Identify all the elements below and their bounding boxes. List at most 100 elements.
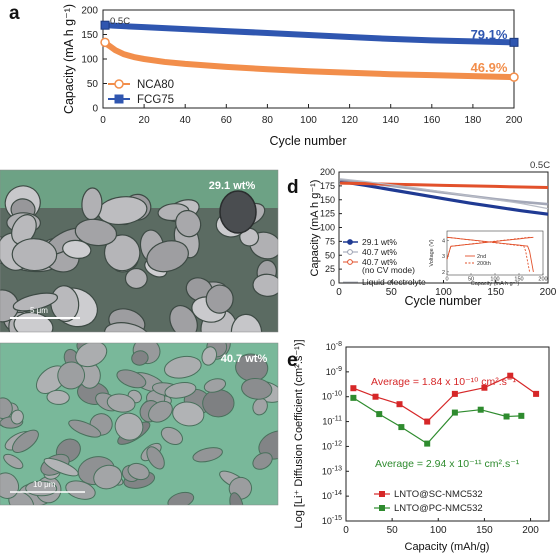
chart-d-series xyxy=(339,178,549,216)
sem-image-c: 40.7 wt% 10 μm xyxy=(0,342,279,506)
sem-c-particle xyxy=(192,447,223,463)
chart-e-line-0 xyxy=(353,375,537,423)
chart-a-series xyxy=(100,20,519,82)
chart-a-xlabel: Cycle number xyxy=(269,134,346,148)
chart-d-inset-ytick-label: 4 xyxy=(442,238,445,244)
chart-e-point-1 xyxy=(503,413,510,420)
sem-b-particle xyxy=(0,289,20,323)
sem-c-scale-label: 10 μm xyxy=(33,480,56,489)
sem-b-particle xyxy=(74,218,118,247)
sem-b-particle xyxy=(252,273,278,297)
sem-c-particle xyxy=(131,350,149,366)
chart-d-legend-3: Liquid electrolyte xyxy=(362,277,426,287)
chart-e-point-0 xyxy=(396,401,403,408)
chart-d-ytick-label: 25 xyxy=(325,264,335,274)
chart-a-point-nca80 xyxy=(509,72,519,82)
chart-e-legend-marker-pc xyxy=(379,505,385,511)
chart-a-xtick-label: 140 xyxy=(382,115,399,126)
sem-c-particle xyxy=(172,401,205,427)
chart-a-retention-fcg75: 79.1% xyxy=(471,27,508,42)
chart-a-xtick-label: 80 xyxy=(262,115,274,126)
chart-a-xtick-label: 60 xyxy=(221,115,233,126)
chart-d-inset-xlabel: Capacity (mA h g⁻¹) xyxy=(471,281,520,287)
chart-d-legend-2-sub: (no CV mode) xyxy=(362,265,415,275)
chart-e-point-1 xyxy=(424,440,431,447)
sem-c-label: 40.7 wt% xyxy=(221,353,268,365)
sem-b-scale-label: 5 μm xyxy=(30,306,48,315)
sem-c-particle xyxy=(43,457,79,477)
sem-c-particle xyxy=(252,452,273,470)
chart-e-xtick-label: 0 xyxy=(343,525,349,536)
chart-e-point-0 xyxy=(451,390,458,397)
chart-a-xtick-label: 100 xyxy=(300,115,317,126)
sem-c-particle xyxy=(65,480,96,500)
sem-image-b: 29.1 wt% 5 μm xyxy=(0,169,279,333)
chart-d-ytick-label: 75 xyxy=(325,236,335,246)
sem-c-particle xyxy=(57,361,86,390)
chart-d-ytick-label: 175 xyxy=(320,181,335,191)
chart-a-line-nca80 xyxy=(102,39,517,81)
sem-b-particle xyxy=(146,240,189,273)
sem-b-particle xyxy=(175,209,202,238)
chart-a-xtick-label: 180 xyxy=(465,115,482,126)
chart-a-legend-marker-nca80 xyxy=(114,79,124,89)
sem-b-particle xyxy=(62,239,92,259)
chart-a: 0 20 40 60 80 100 120 140 160 180 200 0 50 100 150 200… xyxy=(62,4,523,148)
chart-a-line-fcg75 xyxy=(102,22,517,46)
chart-d-line-3 xyxy=(339,178,549,210)
chart-e-y-ticks: 10-15 10-14 10-13 10-12 10-11 10-10 10-9 10-8 xyxy=(322,341,349,526)
chart-a-y-ticks: 0 50 100 150 200 xyxy=(81,6,107,115)
chart-a-legend-fcg75: FCG75 xyxy=(137,94,174,106)
chart-d-inset-xtick-label: 200 xyxy=(538,277,547,283)
chart-a-point-fcg75 xyxy=(509,37,519,47)
sem-c-particle xyxy=(93,464,123,490)
chart-a-point-fcg75 xyxy=(100,20,110,30)
chart-e-point-1 xyxy=(451,409,458,416)
sem-c-particle xyxy=(202,389,235,418)
chart-e-average-pc: Average = 2.94 x 10⁻¹¹ cm².s⁻¹ xyxy=(375,458,520,470)
sem-b-particle xyxy=(230,313,263,332)
chart-e-point-0 xyxy=(481,384,488,391)
chart-e-point-0 xyxy=(507,372,514,379)
chart-d-xtick-label: 150 xyxy=(487,287,504,298)
chart-a-xtick-label: 120 xyxy=(341,115,358,126)
chart-d-ytick-label: 125 xyxy=(320,209,335,219)
chart-e-point-0 xyxy=(372,393,379,400)
chart-e-x-ticks: 0 50 100 150 200 xyxy=(343,518,539,536)
chart-d-xtick-label: 0 xyxy=(336,287,342,298)
chart-d-ytick-label: 150 xyxy=(320,195,335,205)
chart-d-inset-xtick-label: 0 xyxy=(445,277,448,283)
chart-e-line-1 xyxy=(353,397,522,445)
sem-c-particle xyxy=(258,430,278,460)
chart-d-legend-1: 40.7 wt% xyxy=(362,247,397,257)
chart-e-legend: LNTO@SC-NMC532 LNTO@PC-NMC532 xyxy=(374,489,483,514)
chart-e: 0 50 100 150 200 10-1510-1410-1310-1210-1110… xyxy=(293,339,550,553)
chart-e-ytick-label: 10-12 xyxy=(322,440,342,451)
sem-c-particle xyxy=(164,355,202,379)
sem-c-particle xyxy=(68,419,102,438)
chart-d-inset-xtick-label: 50 xyxy=(468,277,474,283)
sem-c-particle xyxy=(241,377,273,400)
chart-d-inset-curve-200th-charge xyxy=(446,236,530,260)
chart-a-xtick-label: 160 xyxy=(423,115,440,126)
sem-b-particle xyxy=(103,234,141,272)
chart-d-xtick-label: 50 xyxy=(386,287,398,298)
chart-d-legend-marker-0 xyxy=(347,239,353,245)
chart-e-ytick-label: 10-8 xyxy=(326,341,342,352)
sem-b-label: 29.1 wt% xyxy=(209,180,256,192)
chart-d-xlabel: Cycle number xyxy=(404,294,481,308)
chart-e-point-1 xyxy=(518,412,525,419)
chart-a-rate: 0.5C xyxy=(110,16,130,27)
chart-e-point-1 xyxy=(350,394,357,401)
sem-c-particle xyxy=(75,343,108,368)
chart-e-point-0 xyxy=(533,390,540,397)
chart-e-series xyxy=(350,372,540,447)
chart-a-retention-nca80: 46.9% xyxy=(471,60,508,75)
sem-b-particle xyxy=(13,311,54,332)
chart-e-ytick-label: 10-11 xyxy=(322,416,342,427)
chart-a-xtick-label: 0 xyxy=(100,115,106,126)
sem-b-particle xyxy=(124,267,148,290)
chart-a-ytick-label: 0 xyxy=(92,104,98,115)
chart-d-ytick-label: 50 xyxy=(325,250,335,260)
chart-e-ytick-label: 10-9 xyxy=(326,366,342,377)
